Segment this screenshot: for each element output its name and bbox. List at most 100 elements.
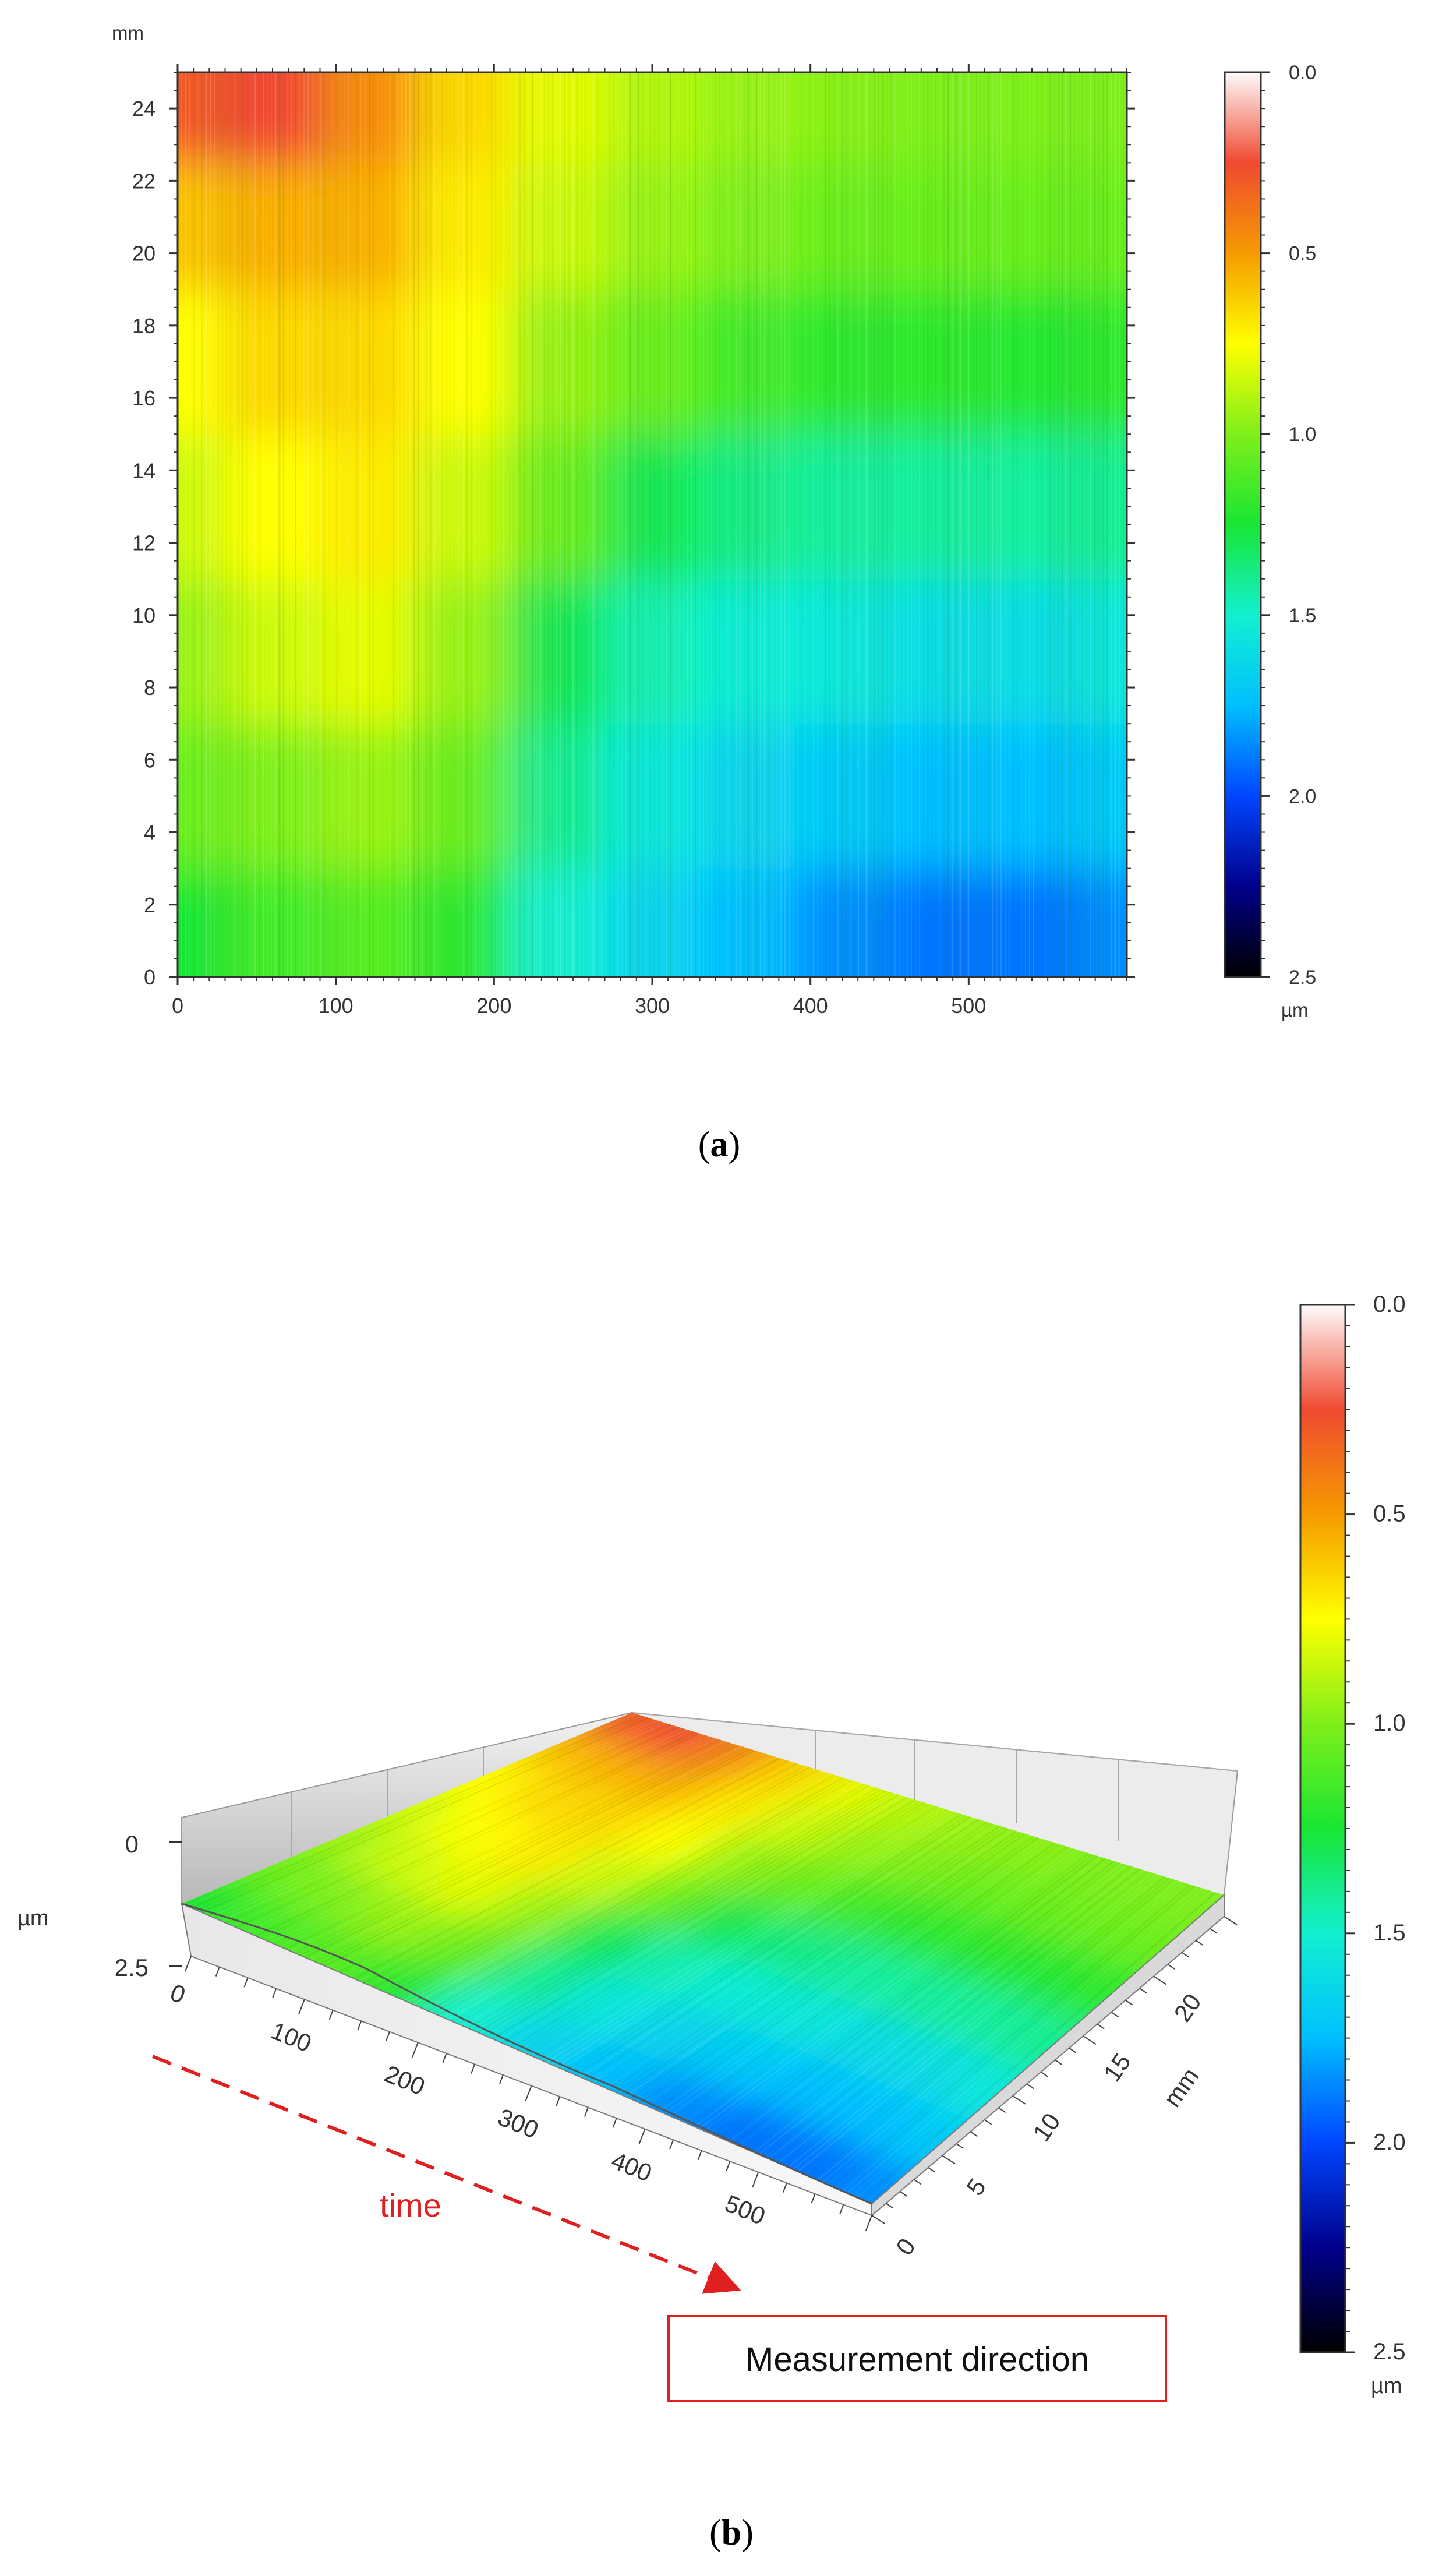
surface-streak <box>299 1744 734 1956</box>
surface-streak <box>379 1764 801 1990</box>
heatmap-cell <box>889 868 985 977</box>
heatmap-cell <box>984 868 1080 977</box>
surface-y-tick <box>1167 1964 1175 1970</box>
heatmap-cell <box>1079 163 1127 290</box>
surface-streak <box>541 1807 941 2061</box>
heatmap-cell <box>1079 724 1127 869</box>
heatmap-cell <box>320 163 416 290</box>
surface-streak <box>521 1802 924 2052</box>
heatmap-cell <box>889 289 985 435</box>
surface-y-tick <box>1097 2023 1105 2030</box>
surface-streak <box>492 1794 899 2039</box>
surface-streak <box>620 1828 1009 2095</box>
heatmap-cell <box>415 724 511 869</box>
colorbar-tick-label: 2.5 <box>1289 966 1316 989</box>
surface-streak <box>393 1768 814 1996</box>
surface-y-tick <box>1153 1975 1167 1985</box>
heatmap-cell <box>225 434 321 580</box>
surface-x-tick <box>411 2042 419 2058</box>
surface-streak <box>221 1723 666 1922</box>
heatmap-cell <box>225 868 321 977</box>
surface-streak <box>353 1758 780 1979</box>
heatmap-cell <box>1079 72 1127 164</box>
surface-streak <box>812 1879 1174 2179</box>
surface-y-tick <box>1012 2095 1026 2105</box>
surface-x-tick <box>328 2010 334 2020</box>
heatmap-x-tick-label: 0 <box>172 994 183 1018</box>
surface-streak <box>186 1713 637 1907</box>
surface-streak <box>206 1718 653 1915</box>
surface-y-tick-label: 5 <box>961 2173 991 2200</box>
surface-streak <box>684 1845 1064 2123</box>
surface-streak <box>289 1741 726 1952</box>
heatmap-cell <box>415 868 511 977</box>
colorbar-b-unit: µm <box>1371 2374 1402 2398</box>
surface-streak <box>507 1798 911 2046</box>
heatmap-y-tick-label: 22 <box>132 169 155 193</box>
surface-streak <box>729 1857 1102 2142</box>
surface-x-tick <box>782 2183 787 2193</box>
surface-y-tick <box>970 2131 978 2137</box>
colorbar-b-ticks: 0.0 0.5 1.0 1.5 2.0 2.5 <box>1345 1291 1406 2365</box>
heatmap-cell <box>178 289 226 435</box>
heatmap-cell <box>225 72 321 164</box>
surface-streak <box>851 1889 1208 2196</box>
heatmap-cell <box>1079 434 1127 580</box>
heatmap-cell <box>510 289 606 435</box>
heatmap-x-tick-label: 500 <box>951 994 986 1018</box>
surface-z-tick-2-5: 2.5 <box>115 1954 149 1981</box>
heatmap-streaks <box>178 72 1124 977</box>
surface-streak <box>403 1770 823 2001</box>
heatmap-cell <box>178 434 226 580</box>
heatmap-cell <box>889 724 985 869</box>
surface-x-tick <box>525 2085 532 2101</box>
heatmap-cell <box>320 72 416 164</box>
surface-streak <box>743 1861 1115 2148</box>
heatmap-cell <box>178 72 226 164</box>
time-arrow <box>151 2055 741 2294</box>
surface-streak <box>334 1752 763 1971</box>
surface-x-tick <box>638 2129 646 2145</box>
surface-streak <box>241 1728 683 1930</box>
surface-z-axis: 0 2.5 µm <box>17 1830 182 1981</box>
surface-y-tick <box>928 2167 936 2173</box>
surface-streak <box>369 1762 793 1986</box>
surface-streak <box>581 1818 975 2078</box>
surface-streak <box>413 1773 831 2005</box>
surface-streak <box>363 1760 789 1984</box>
surface-x-tick <box>272 1988 277 1998</box>
surface-streak <box>418 1774 836 2007</box>
surface-streak <box>319 1748 751 1964</box>
surface-x-tick-label: 300 <box>494 2103 543 2144</box>
heatmap-cell <box>225 289 321 435</box>
heatmap-cell <box>699 724 795 869</box>
heatmap-cell <box>699 289 795 435</box>
surface-streak <box>452 1784 865 2022</box>
surface-y-tick <box>1111 2012 1119 2017</box>
heatmap-cell <box>510 578 606 725</box>
surface-x-tick <box>584 2107 589 2117</box>
heatmap-cell <box>320 868 416 977</box>
heatmap-cell <box>320 578 416 725</box>
surface-streak <box>842 1887 1199 2192</box>
surface-streak <box>802 1876 1165 2175</box>
surface-streak <box>501 1797 907 2044</box>
heatmap-cell <box>889 163 985 290</box>
surface-streak <box>600 1823 992 2087</box>
surface-streak <box>822 1882 1182 2183</box>
surface-streak <box>793 1873 1157 2170</box>
surface-streak <box>265 1734 704 1941</box>
heatmap-surface <box>178 72 1127 977</box>
heatmap-cell <box>984 72 1080 164</box>
colorbar-tick-label: 1.5 <box>1289 605 1316 627</box>
surface-streak <box>645 1834 1030 2106</box>
surface-streak <box>753 1863 1123 2153</box>
heatmap-cell <box>178 578 226 725</box>
heatmap-cell <box>510 868 606 977</box>
surface-streak <box>477 1790 886 2033</box>
surface-streak <box>738 1859 1111 2147</box>
surface-streak <box>517 1801 920 2050</box>
surface-streak <box>610 1825 1000 2091</box>
surface-streak <box>649 1836 1034 2108</box>
surface-streak <box>408 1772 827 2003</box>
